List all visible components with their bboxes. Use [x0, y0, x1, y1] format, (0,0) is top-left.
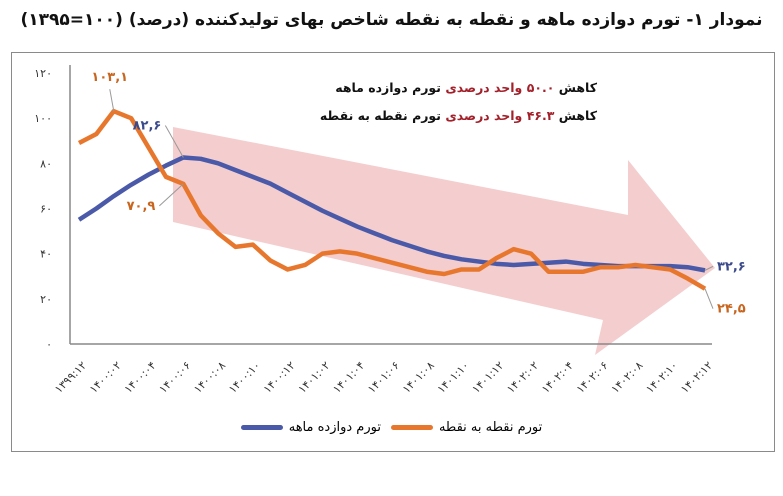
legend: تورم دوازده ماهه تورم نقطه به نقطه — [0, 420, 783, 435]
annotation-prefix: کاهش — [558, 80, 597, 95]
y-tick-label: ۱۰۰ — [34, 112, 52, 125]
annotation-suffix: تورم نقطه به نقطه — [319, 108, 441, 123]
annotation-highlight: ۴۶.۳ واحد درصدی — [445, 108, 555, 123]
x-tick-label: ۱۴۰۲:۱۰ — [643, 359, 680, 396]
leader-line — [164, 125, 184, 158]
leader-line — [109, 89, 115, 112]
x-tick-label: ۱۴۰۲:۰۴ — [539, 359, 576, 396]
x-tick-label: ۱۴۰۰:۱۰ — [226, 359, 263, 396]
x-tick-label: ۱۴۰۲:۱۲ — [678, 359, 715, 396]
x-tick-label: ۱۴۰۱:۰۲ — [296, 359, 333, 396]
y-tick-label: ۱۲۰ — [34, 67, 52, 80]
x-tick-label: ۱۴۰۱:۱۰ — [435, 359, 472, 396]
y-tick-label: ۲۰ — [40, 293, 52, 306]
leader-line — [158, 183, 184, 207]
x-tick-label: ۱۴۰۱:۱۲ — [470, 359, 507, 396]
annotation-highlight: ۵۰.۰ واحد درصدی — [445, 80, 555, 95]
chart-frame — [11, 52, 775, 452]
x-tick-label: ۱۴۰۱:۰۶ — [365, 359, 402, 396]
y-tick-label: ۸۰ — [40, 157, 52, 170]
leader-line — [704, 265, 714, 271]
annotation-prefix: کاهش — [558, 108, 597, 123]
legend-swatch-point-to-point — [390, 425, 433, 430]
annotation-twelve-month: کاهش ۵۰.۰ واحد درصدی تورم دوازده ماهه — [335, 80, 597, 95]
trend-arrow — [173, 127, 715, 355]
x-tick-label: ۱۳۹۹:۱۲ — [52, 359, 89, 396]
x-tick-label: ۱۴۰۰:۰۸ — [191, 359, 228, 396]
data-label: ۲۴,۵ — [717, 302, 746, 317]
x-tick-label: ۱۴۰۰:۰۴ — [122, 359, 159, 396]
legend-swatch-twelve-month — [240, 425, 283, 430]
legend-label-twelve-month: تورم دوازده ماهه — [288, 420, 381, 435]
chart-title: نمودار ۱- تورم دوازده ماهه و نقطه به نقط… — [20, 10, 763, 30]
x-tick-label: ۱۴۰۰:۰۲ — [87, 359, 124, 396]
x-tick-label: ۱۴۰۲:۰۸ — [609, 359, 646, 396]
data-label: ۸۲,۶ — [133, 118, 162, 133]
data-label: ۱۰۳,۱ — [91, 70, 128, 85]
data-label: ۳۲,۶ — [717, 259, 746, 274]
leader-line — [704, 288, 714, 309]
y-tick-label: ۰ — [46, 338, 52, 351]
annotation-suffix: تورم دوازده ماهه — [335, 80, 441, 95]
x-tick-label: ۱۴۰۰:۱۲ — [261, 359, 298, 396]
x-tick-label: ۱۴۰۲:۰۲ — [504, 359, 541, 396]
x-tick-label: ۱۴۰۰:۰۶ — [157, 359, 194, 396]
x-tick-label: ۱۴۰۱:۰۸ — [400, 359, 437, 396]
y-tick-label: ۴۰ — [40, 248, 52, 261]
x-tick-label: ۱۴۰۱:۰۴ — [330, 359, 367, 396]
legend-label-point-to-point: تورم نقطه به نقطه — [438, 420, 543, 435]
x-tick-label: ۱۴۰۲:۰۶ — [574, 359, 611, 396]
annotation-point-to-point: کاهش ۴۶.۳ واحد درصدی تورم نقطه به نقطه — [320, 108, 597, 123]
y-tick-label: ۶۰ — [40, 203, 52, 216]
data-label: ۷۰,۹ — [127, 199, 156, 214]
